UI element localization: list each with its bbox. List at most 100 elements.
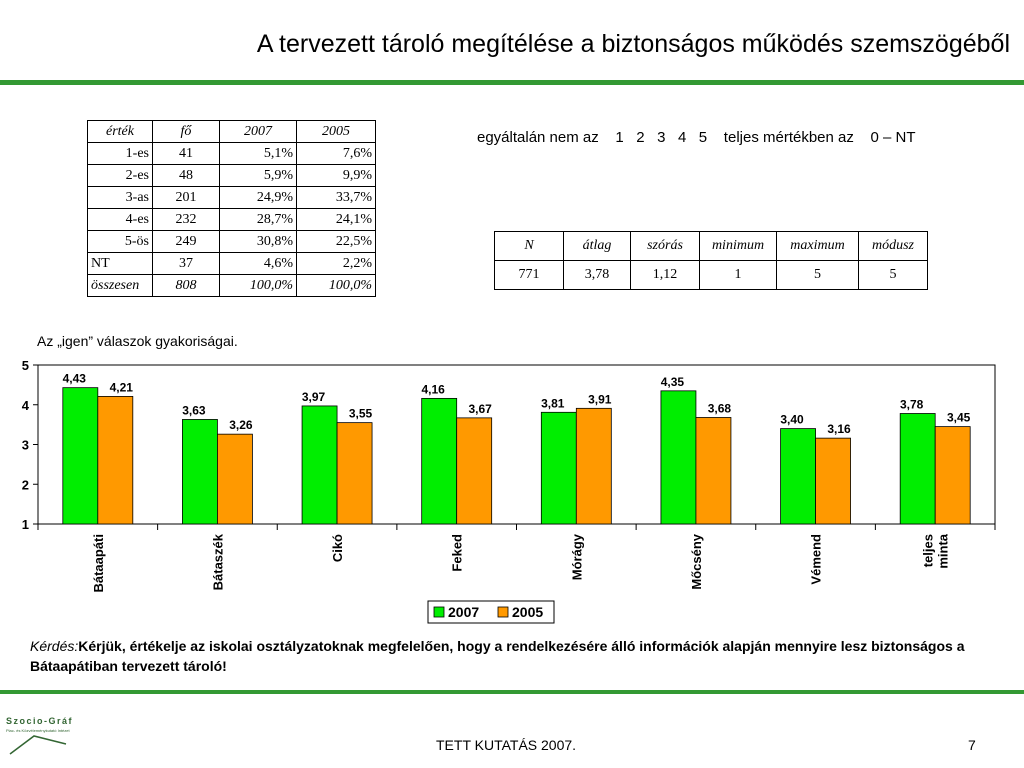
data-label: 4,21 [110, 380, 134, 394]
table-row: 3-as 201 24,9% 33,7% [87, 186, 376, 209]
table-cell: 2,2% [296, 252, 376, 275]
table-cell: 100,0% [296, 274, 376, 297]
page-number: 7 [968, 737, 976, 753]
column-header: fő [152, 120, 220, 143]
table-cell: 24,9% [219, 186, 297, 209]
table-cell: 232 [152, 208, 220, 231]
table-cell: 100,0% [219, 274, 297, 297]
bar-2007 [540, 411, 577, 525]
company-logo: Szocio-Gráf Piac- és Közvéleménykutató I… [6, 716, 73, 755]
table-cell: 3,78 [563, 260, 631, 290]
table-row: 4-es 232 28,7% 24,1% [87, 208, 376, 231]
table-cell: 771 [494, 260, 564, 290]
table-cell: 37 [152, 252, 220, 275]
bar-2007 [62, 387, 99, 525]
x-category-label: Bátaapáti [91, 534, 106, 593]
column-header: átlag [563, 231, 631, 261]
column-header: 2007 [219, 120, 297, 143]
bar-2007 [780, 428, 816, 525]
top-divider [0, 80, 1024, 85]
bar-2007 [899, 413, 936, 525]
bar-2007 [182, 419, 218, 525]
logo-text: Szocio-Gráf [6, 716, 73, 726]
bar-2005 [456, 417, 493, 525]
chart-caption: Az „igen” válaszok gyakoriságai. [37, 333, 238, 349]
table-cell: 4,6% [219, 252, 297, 275]
y-tick-label: 4 [22, 398, 30, 413]
scale-legend: egyáltalán nem az 1 2 3 4 5 teljes mérté… [477, 129, 916, 146]
footer-text: TETT KUTATÁS 2007. [436, 737, 577, 753]
bar-2005 [336, 422, 373, 525]
table-cell: 4-es [87, 208, 153, 231]
x-category-label: Bátaszék [210, 533, 225, 590]
y-tick-label: 5 [22, 358, 29, 373]
x-category-label: Feked [450, 534, 465, 572]
table-cell: 1,12 [630, 260, 700, 290]
y-tick-label: 1 [22, 517, 29, 532]
x-category-label: Mőcsény [689, 533, 704, 589]
legend-label: 2007 [448, 604, 479, 620]
data-label: 3,40 [780, 413, 804, 427]
data-label: 3,55 [349, 407, 373, 421]
column-header: érték [87, 120, 153, 143]
table-row: 5-ös 249 30,8% 22,5% [87, 230, 376, 253]
data-label: 3,91 [588, 392, 612, 406]
table-cell: 5 [776, 260, 859, 290]
table-row: 2-es 48 5,9% 9,9% [87, 164, 376, 187]
table-header-row: N átlag szórás minimum maximum módusz [494, 231, 928, 261]
data-label: 3,45 [947, 411, 971, 425]
data-label: 3,78 [900, 397, 924, 411]
data-label: 3,63 [182, 403, 206, 417]
column-header: N [494, 231, 564, 261]
y-tick-label: 2 [22, 477, 29, 492]
table-cell: 5-ös [87, 230, 153, 253]
data-label: 3,97 [302, 390, 326, 404]
table-cell: 1-es [87, 142, 153, 165]
x-category-label: Cikó [330, 534, 345, 562]
table-row: 1-es 41 5,1% 7,6% [87, 142, 376, 165]
table-cell: 201 [152, 186, 220, 209]
bar-2007 [660, 390, 697, 525]
table-cell: 48 [152, 164, 220, 187]
y-tick-label: 3 [22, 438, 29, 453]
bottom-divider [0, 690, 1024, 694]
table-cell: 28,7% [219, 208, 297, 231]
bar-2005 [815, 437, 851, 525]
legend-label: 2005 [512, 604, 543, 620]
table-cell: 2-es [87, 164, 153, 187]
logo-subtext: Piac- és Közvéleménykutató Intézet [6, 728, 70, 733]
column-header: 2005 [296, 120, 376, 143]
question-body: Kérjük, értékelje az iskolai osztályzato… [30, 638, 965, 674]
data-label: 4,35 [661, 375, 685, 389]
x-category-label: Vémend [809, 534, 824, 585]
table-cell: NT [87, 252, 153, 275]
table-cell: 33,7% [296, 186, 376, 209]
data-label: 3,81 [541, 396, 565, 410]
table-total-row: összesen 808 100,0% 100,0% [87, 274, 376, 297]
table-cell: 1 [699, 260, 777, 290]
bar-2005 [97, 396, 134, 525]
bar-2007 [301, 405, 338, 525]
slide-title: A tervezett tároló megítélése a biztonsá… [256, 30, 1010, 58]
data-label: 4,43 [63, 372, 87, 386]
logo-pen-icon [9, 735, 67, 755]
table-header-row: érték fő 2007 2005 [87, 120, 376, 143]
table-cell: 808 [152, 274, 220, 297]
data-label: 3,16 [827, 422, 851, 436]
column-header: módusz [858, 231, 928, 261]
legend-box [427, 600, 555, 624]
table-cell: 30,8% [219, 230, 297, 253]
table-cell: 24,1% [296, 208, 376, 231]
bar-2005 [217, 433, 253, 525]
table-cell: összesen [87, 274, 153, 297]
data-label: 3,67 [469, 402, 493, 416]
table-cell: 7,6% [296, 142, 376, 165]
frequency-table: érték fő 2007 2005 1-es 41 5,1% 7,6% 2-e… [87, 120, 376, 297]
table-cell: 5,1% [219, 142, 297, 165]
question-text: Kérdés:Kérjük, értékelje az iskolai oszt… [30, 636, 1015, 676]
x-category-label: Mórágy [569, 533, 584, 580]
table-row: NT 37 4,6% 2,2% [87, 252, 376, 275]
data-label: 4,16 [422, 382, 446, 396]
x-category-label: minta [936, 533, 951, 568]
bar-chart: 1 2 3 4 5 4,43 4,21 Bátaapáti 3,63 3,26 Bátaszék 3,… [22, 358, 996, 624]
